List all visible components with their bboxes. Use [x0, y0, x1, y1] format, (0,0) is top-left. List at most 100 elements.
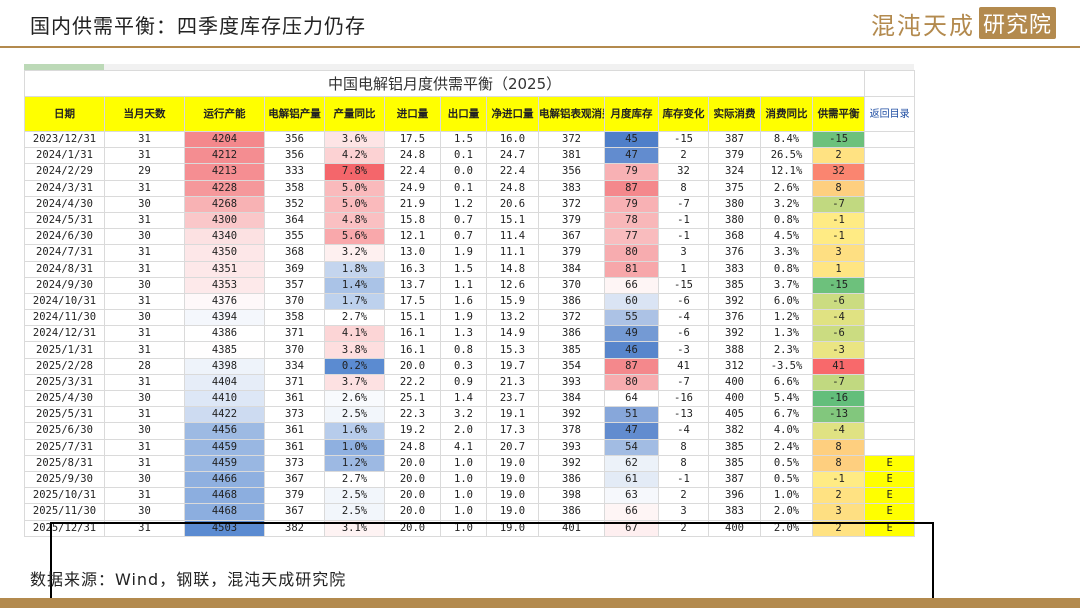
- brand-logo: 混沌天成 研究院: [871, 6, 1056, 40]
- table-cell: 382: [264, 519, 325, 537]
- table-cell: 357: [264, 276, 325, 294]
- table-cell: 371: [264, 373, 325, 392]
- table-cell: 2.0%: [760, 519, 813, 537]
- table-cell: 5.0%: [324, 195, 385, 213]
- estimate-flag-cell: [864, 357, 916, 375]
- table-cell: -6: [811, 292, 866, 311]
- table-cell: 367: [538, 228, 605, 246]
- table-cell: 0.5%: [760, 470, 813, 489]
- table-cell: 24.7: [486, 147, 539, 165]
- table-cell: 1.5: [440, 130, 487, 149]
- table-cell: 21.3: [486, 373, 539, 392]
- estimate-flag-cell: [864, 228, 916, 246]
- table-cell: 1.0: [440, 519, 487, 537]
- estimate-flag-cell: [864, 260, 916, 278]
- table-cell: 25.1: [384, 389, 441, 408]
- table-cell: 2: [811, 147, 866, 165]
- table-cell: 379: [708, 147, 761, 165]
- table-cell: 31: [104, 130, 185, 149]
- table-cell: 19.1: [486, 406, 539, 424]
- estimate-flag-cell: E: [864, 503, 916, 521]
- header-row: 日期当月天数运行产能电解铝产量产量同比进口量出口量净进口量电解铝表观消费月度库存…: [24, 96, 916, 132]
- table-cell: 2024/12/31: [24, 325, 105, 343]
- table-cell: 30: [104, 389, 185, 408]
- table-row: 2024/2/29 29 4213 333 7.8% 22.4 0.0 22.4 356 79 32…: [24, 163, 916, 181]
- table-row: 2024/9/30 30 4353 357 1.4% 13.7 1.1 12.6 370 66 -1…: [24, 276, 916, 294]
- table-cell: 24.8: [384, 438, 441, 456]
- table-cell: 31: [104, 211, 185, 230]
- table-cell: 4386: [184, 325, 265, 343]
- table-cell: 1.7%: [324, 292, 385, 311]
- table-cell: 312: [708, 357, 761, 375]
- table-cell: 4350: [184, 244, 265, 262]
- table-title-row: 中国电解铝月度供需平衡（2025）: [23, 70, 916, 97]
- table-cell: 2.6%: [324, 389, 385, 408]
- table-cell: 19.0: [486, 454, 539, 472]
- table-cell: 1.9: [440, 309, 487, 327]
- column-header: 运行产能: [184, 96, 265, 132]
- table-cell: 12.1%: [760, 163, 813, 181]
- table-cell: 0.8%: [760, 260, 813, 278]
- table-cell: -15: [658, 276, 709, 294]
- selected-column-marker: [24, 64, 104, 70]
- table-cell: 24.8: [384, 147, 441, 165]
- table-cell: 6.7%: [760, 406, 813, 424]
- table-cell: 61: [604, 470, 659, 489]
- table-cell: 0.7: [440, 228, 487, 246]
- table-cell: 87: [604, 357, 659, 375]
- table-cell: 32: [811, 163, 866, 181]
- table-cell: 361: [264, 389, 325, 408]
- table-cell: 4.2%: [324, 147, 385, 165]
- table-cell: 2025/10/31: [24, 487, 105, 505]
- table-cell: 77: [604, 228, 659, 246]
- table-cell: 32: [658, 163, 709, 181]
- table-cell: 4.1%: [324, 325, 385, 343]
- table-cell: 26.5%: [760, 147, 813, 165]
- back-to-contents-link[interactable]: 返回目录: [864, 96, 916, 132]
- table-cell: 16.3: [384, 260, 441, 278]
- table-cell: 28: [104, 357, 185, 375]
- table-cell: 12.1: [384, 228, 441, 246]
- table-cell: 370: [264, 292, 325, 311]
- table-cell: 387: [708, 130, 761, 149]
- estimate-flag-cell: [864, 244, 916, 262]
- table-row: 2024/4/30 30 4268 352 5.0% 21.9 1.2 20.6 372 79 -7…: [24, 195, 916, 213]
- table-cell: 2024/1/31: [24, 147, 105, 165]
- table-cell: 1.6: [440, 292, 487, 311]
- table-cell: 30: [104, 503, 185, 521]
- table-cell: 22.2: [384, 373, 441, 392]
- table-cell: 379: [264, 487, 325, 505]
- table-cell: 398: [538, 487, 605, 505]
- table-cell: -4: [811, 309, 866, 327]
- table-cell: 393: [538, 438, 605, 456]
- table-cell: 11.4: [486, 228, 539, 246]
- table-row: 2025/3/31 31 4404 371 3.7% 22.2 0.9 21.3 393 80 -7…: [24, 373, 916, 392]
- table-cell: 13.2: [486, 309, 539, 327]
- table-cell: 20.0: [384, 487, 441, 505]
- table-cell: 6.6%: [760, 373, 813, 392]
- table-cell: 24.8: [486, 179, 539, 197]
- table-cell: 3.8%: [324, 341, 385, 359]
- table-cell: 4212: [184, 147, 265, 165]
- table-cell: 2.3%: [760, 341, 813, 359]
- table-cell: -1: [658, 470, 709, 489]
- table-cell: 356: [538, 163, 605, 181]
- table-cell: 60: [604, 292, 659, 311]
- table-cell: 2025/5/31: [24, 406, 105, 424]
- table-cell: 0.1: [440, 179, 487, 197]
- table-cell: -1: [658, 228, 709, 246]
- table-cell: 3: [811, 244, 866, 262]
- table-cell: 2.0: [440, 422, 487, 440]
- table-cell: 2.5%: [324, 503, 385, 521]
- table-cell: 2: [658, 487, 709, 505]
- table-cell: 367: [264, 470, 325, 489]
- table-cell: 379: [538, 211, 605, 230]
- table-cell: 8: [811, 179, 866, 197]
- table-title-empty: [864, 70, 916, 97]
- table-cell: 2025/12/31: [24, 519, 105, 537]
- table-cell: 354: [538, 357, 605, 375]
- table-cell: 2024/11/30: [24, 309, 105, 327]
- table-cell: 31: [104, 519, 185, 537]
- table-cell: 66: [604, 503, 659, 521]
- table-cell: 1.4%: [324, 276, 385, 294]
